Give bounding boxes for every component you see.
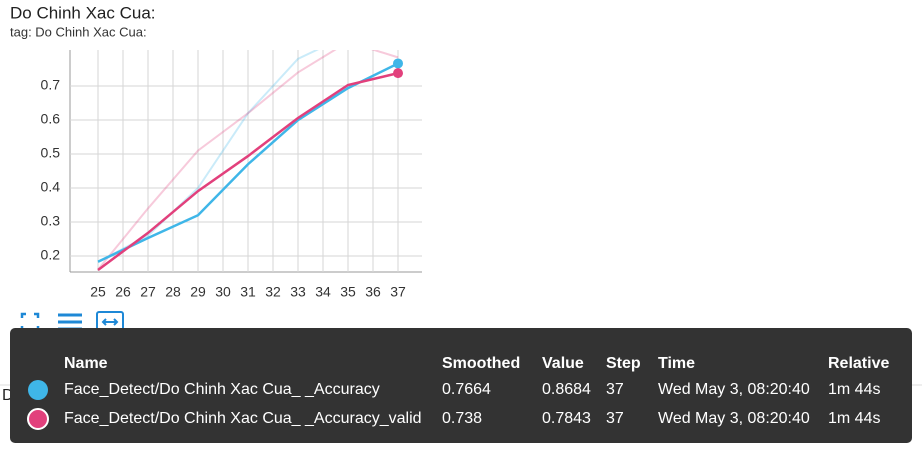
- x-tick-label: 25: [90, 284, 106, 300]
- y-tick-label: 0.4: [41, 179, 61, 195]
- tooltip-name: Face_Detect/Do Chinh Xac Cua_ _Accuracy: [64, 381, 380, 398]
- tooltip-header: Relative: [828, 355, 889, 372]
- raw-line: [97, 50, 399, 271]
- tooltip-step: 37: [606, 381, 624, 398]
- plot-area: 0.2 0.3 0.4 0.5 0.6 0.7 25 26 27 28 29 30 31 32 33 34 35…: [41, 50, 422, 300]
- tooltip-smoothed: 0.738: [442, 410, 482, 427]
- tooltip-swatch: [28, 380, 48, 400]
- x-tick-label: 37: [390, 284, 406, 300]
- card-tag: tag: Do Chinh Xac Cua:: [10, 24, 147, 39]
- x-tick-label: 32: [265, 284, 281, 300]
- tooltip-header: Step: [606, 355, 641, 372]
- y-tick-label: 0.3: [41, 213, 61, 229]
- tooltip-value: 0.8684: [542, 381, 591, 398]
- lines: [97, 50, 399, 271]
- tooltip-relative: 1m 44s: [828, 381, 880, 398]
- tooltip-header: Value: [542, 355, 584, 372]
- data-icon[interactable]: [58, 313, 82, 331]
- x-tick-label: 29: [190, 284, 206, 300]
- tooltip-relative: 1m 44s: [828, 410, 880, 427]
- tooltip-swatch: [27, 408, 49, 430]
- tooltip-header: Name: [64, 355, 108, 372]
- tooltip-header: Smoothed: [442, 355, 520, 372]
- tooltip-step: 37: [606, 410, 624, 427]
- tooltip-time: Wed May 3, 08:20:40: [658, 410, 810, 427]
- y-tick-label: 0.2: [41, 247, 61, 263]
- x-tick-label: 33: [290, 284, 306, 300]
- y-tick-label: 0.6: [41, 111, 61, 127]
- tooltip-time: Wed May 3, 08:20:40: [658, 381, 810, 398]
- x-tick-label: 34: [315, 284, 331, 300]
- tooltip-value: 0.7843: [542, 410, 591, 427]
- x-tick-label: 28: [165, 284, 181, 300]
- x-tick-label: 27: [140, 284, 156, 300]
- x-tick-label: 30: [215, 284, 231, 300]
- raw-line: [97, 50, 319, 263]
- x-tick-label: 35: [340, 284, 356, 300]
- x-tick-label: 36: [365, 284, 381, 300]
- card-title: Do Chinh Xac Cua:: [10, 3, 156, 22]
- y-tick-label: 0.5: [41, 145, 61, 161]
- hover-dot: [393, 58, 403, 69]
- y-tick-label: 0.7: [41, 77, 61, 93]
- tooltip-header: Time: [658, 355, 695, 372]
- smoothed-line: [97, 71, 399, 271]
- fullscreen-icon[interactable]: [20, 312, 40, 332]
- x-tick-label: 26: [115, 284, 131, 300]
- x-tick-label: 31: [240, 284, 256, 300]
- smoothed-line: [97, 62, 399, 263]
- hover-dot: [393, 68, 403, 79]
- tooltip: [10, 328, 912, 443]
- tooltip-name: Face_Detect/Do Chinh Xac Cua_ _Accuracy_…: [64, 410, 422, 427]
- tooltip-smoothed: 0.7664: [442, 381, 491, 398]
